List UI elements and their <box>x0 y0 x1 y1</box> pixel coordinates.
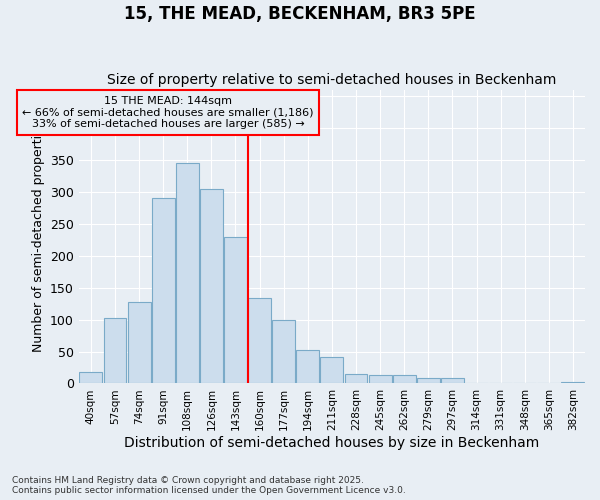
Bar <box>200 188 223 384</box>
Text: 15, THE MEAD, BECKENHAM, BR3 5PE: 15, THE MEAD, BECKENHAM, BR3 5PE <box>124 5 476 23</box>
Bar <box>441 378 464 384</box>
Bar <box>393 375 416 384</box>
Bar <box>465 383 488 384</box>
Bar <box>176 163 199 384</box>
Title: Size of property relative to semi-detached houses in Beckenham: Size of property relative to semi-detach… <box>107 73 557 87</box>
Bar <box>417 378 440 384</box>
Bar <box>489 383 512 384</box>
Text: 15 THE MEAD: 144sqm
← 66% of semi-detached houses are smaller (1,186)
33% of sem: 15 THE MEAD: 144sqm ← 66% of semi-detach… <box>22 96 314 129</box>
Bar <box>104 318 127 384</box>
Bar <box>344 374 367 384</box>
Bar <box>538 383 560 384</box>
Bar <box>152 198 175 384</box>
Bar <box>296 350 319 384</box>
Text: Contains HM Land Registry data © Crown copyright and database right 2025.
Contai: Contains HM Land Registry data © Crown c… <box>12 476 406 495</box>
Bar <box>224 236 247 384</box>
Bar <box>79 372 103 384</box>
Bar <box>128 302 151 384</box>
Bar <box>368 374 392 384</box>
X-axis label: Distribution of semi-detached houses by size in Beckenham: Distribution of semi-detached houses by … <box>124 436 539 450</box>
Bar <box>272 320 295 384</box>
Bar <box>562 382 584 384</box>
Bar <box>248 298 271 384</box>
Y-axis label: Number of semi-detached properties: Number of semi-detached properties <box>32 121 44 352</box>
Bar <box>320 358 343 384</box>
Bar <box>513 383 536 384</box>
